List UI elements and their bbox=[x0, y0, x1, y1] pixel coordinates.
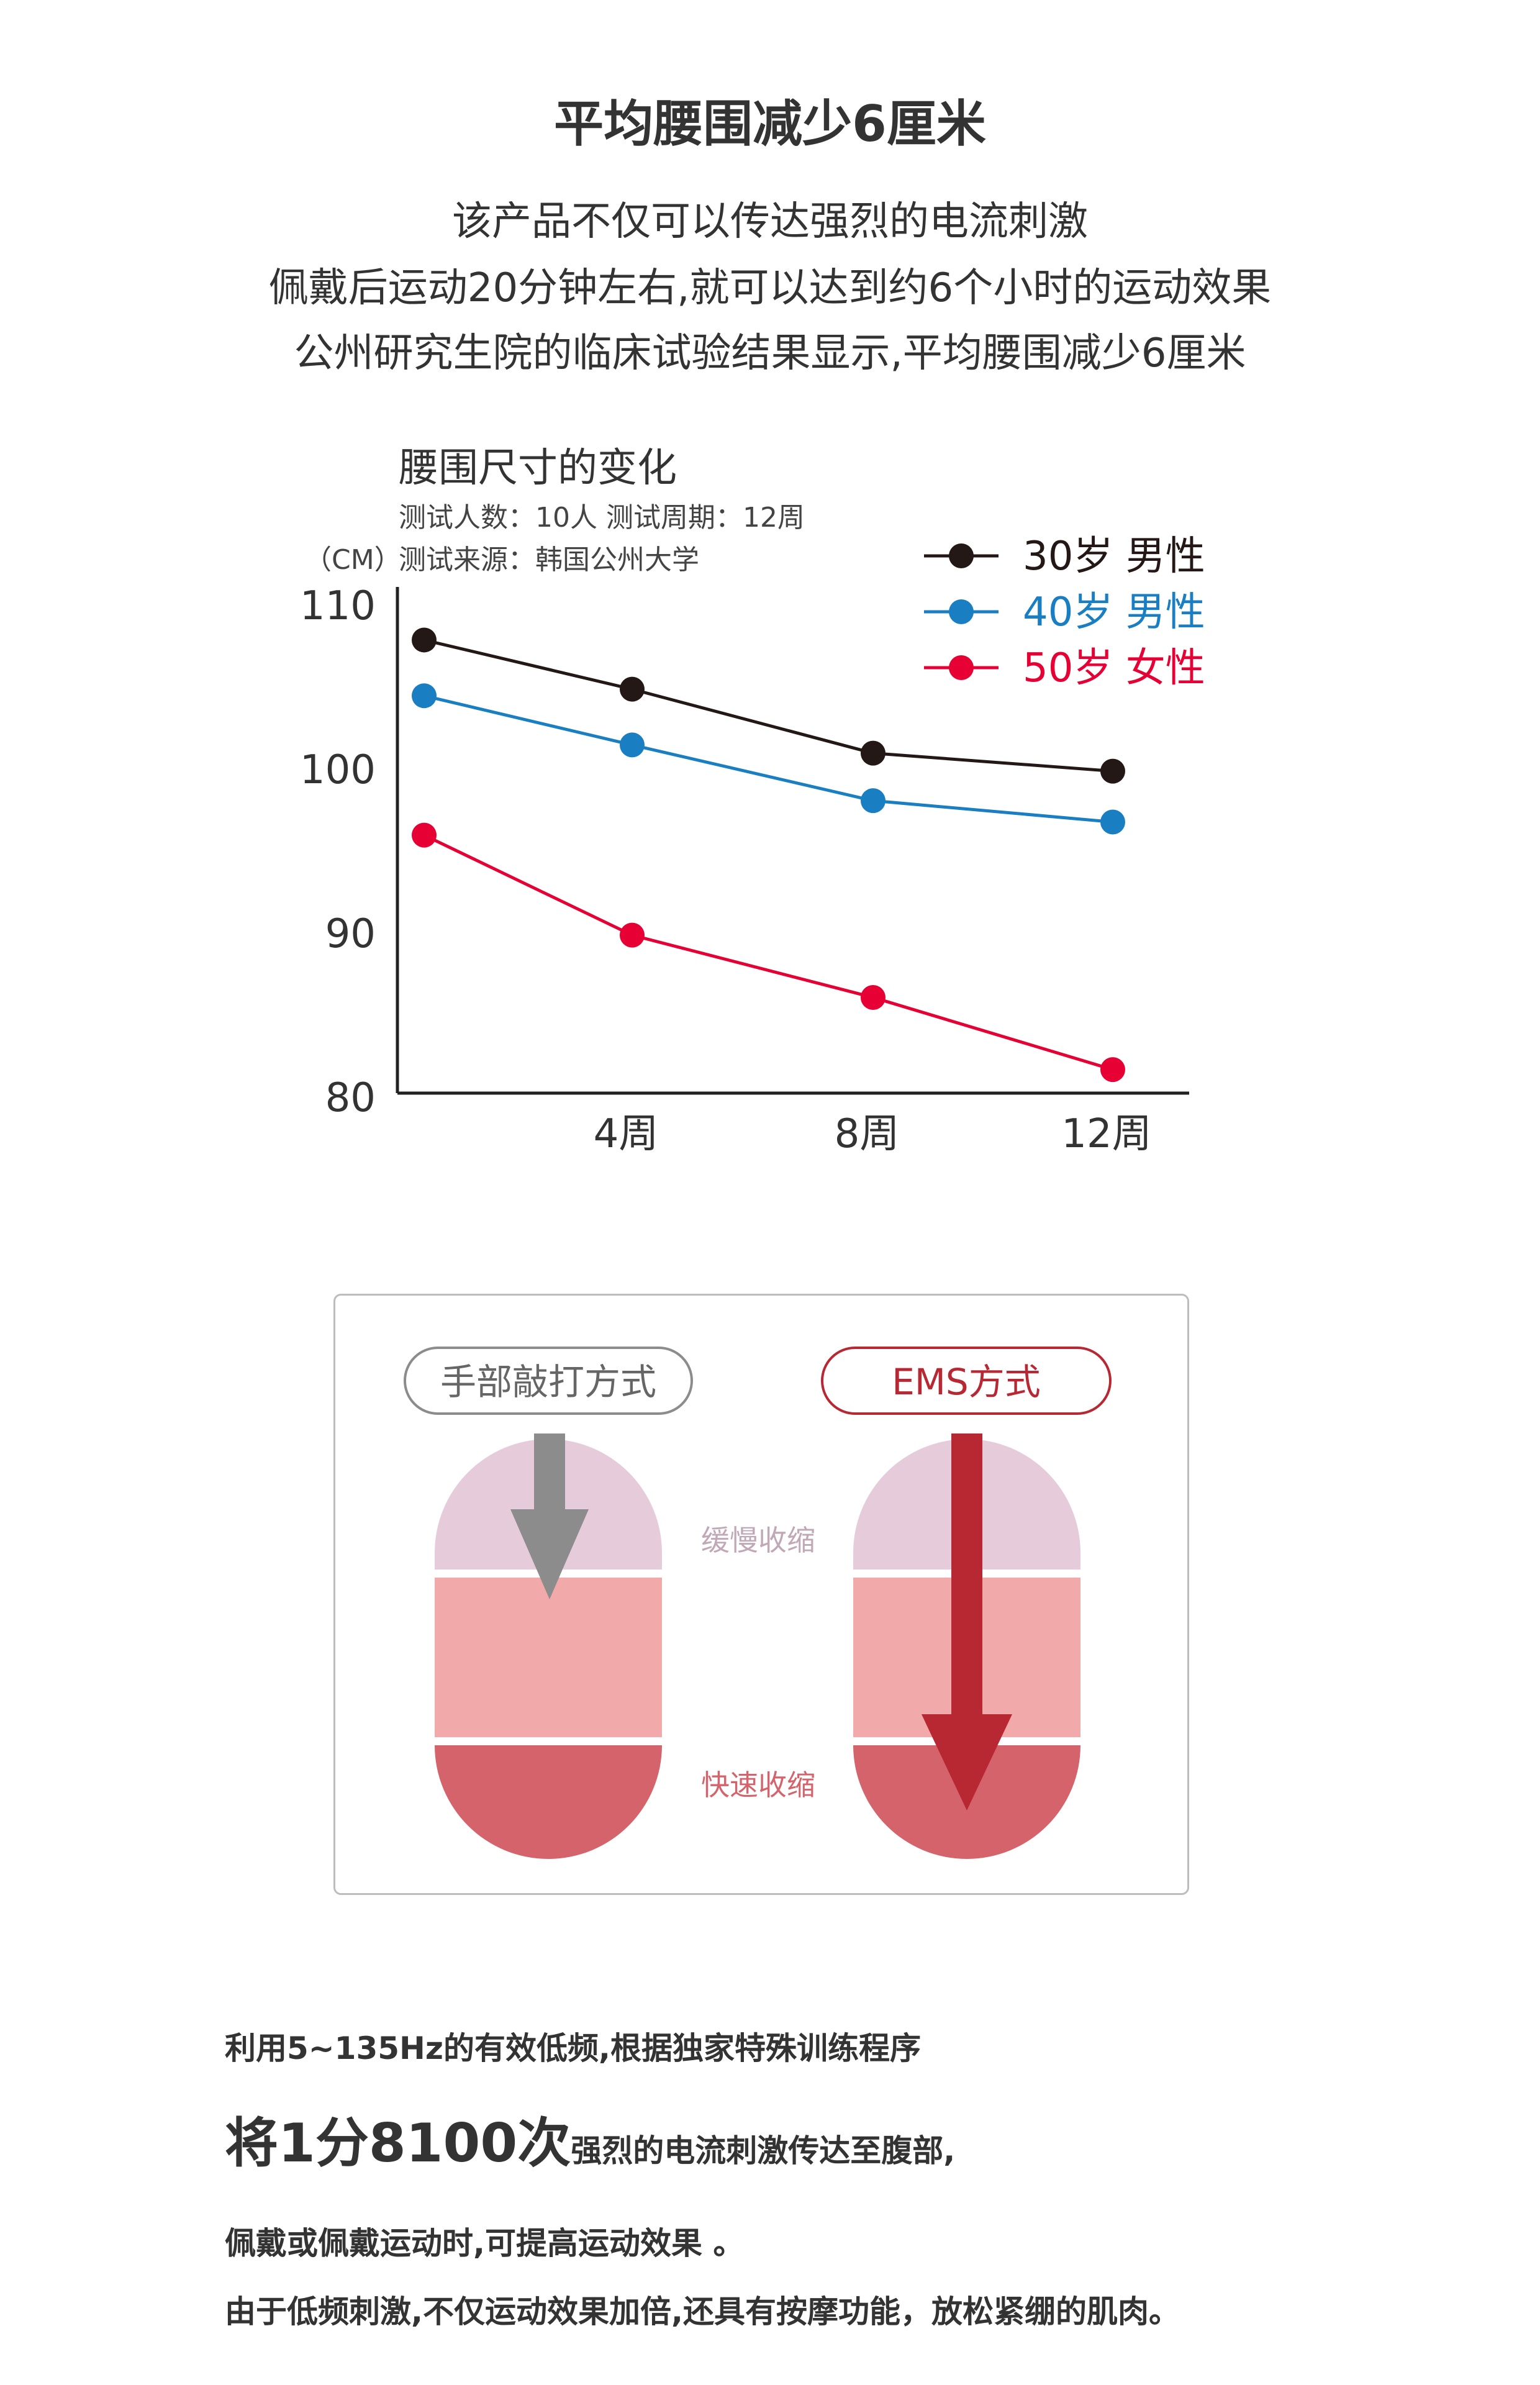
data-point bbox=[1100, 758, 1125, 784]
feature-copy-line: 佩戴或佩戴运动时,可提高运动效果 。 bbox=[225, 2225, 745, 2261]
legend-marker bbox=[949, 655, 974, 680]
comparison-panel bbox=[333, 1294, 1189, 1895]
feature-copy-line: 将1分8100次强烈的电流刺激传达至腹部, bbox=[225, 2099, 955, 2177]
series-line bbox=[423, 834, 1113, 1071]
data-point bbox=[412, 683, 437, 709]
tapping-method-label: 手部敲打方式 bbox=[440, 1361, 656, 1403]
fast-contraction-label: 快速收缩 bbox=[701, 1768, 815, 1802]
waist-chart: 腰围尺寸的变化 测试人数：10人 测试周期：12周 （CM） 测试来源：韩国公州… bbox=[300, 445, 1205, 1157]
tapping-method-badge bbox=[404, 1347, 693, 1415]
data-point bbox=[620, 922, 645, 948]
data-point bbox=[861, 984, 886, 1010]
intro-line: 该产品不仅可以传达强烈的电流刺激 bbox=[452, 199, 1088, 245]
contraction-diagram: 手部敲打方式 EMS方式 缓慢收缩 快速收缩 bbox=[404, 1347, 1112, 1859]
series-line bbox=[424, 694, 1113, 824]
y-tick-label: 110 bbox=[300, 583, 376, 629]
x-tick-label: 4周 bbox=[594, 1111, 659, 1157]
data-point bbox=[412, 822, 437, 848]
red-down-arrow-icon bbox=[922, 1433, 1012, 1810]
legend-marker bbox=[949, 543, 974, 568]
x-tick-label: 12周 bbox=[1061, 1111, 1151, 1157]
slow-contraction-label: 缓慢收缩 bbox=[701, 1524, 815, 1557]
data-point bbox=[1100, 809, 1125, 835]
chart-title: 腰围尺寸的变化 bbox=[399, 445, 677, 491]
intro-line: 佩戴后运动20分钟左右,就可以达到约6个小时的运动效果 bbox=[268, 265, 1272, 311]
frequency-highlight: 将1分8100次 bbox=[225, 2112, 571, 2174]
legend-label: 50岁 女性 bbox=[1023, 645, 1205, 691]
data-point bbox=[412, 627, 437, 653]
y-tick-label: 100 bbox=[300, 747, 376, 793]
chart-note-source: 测试来源：韩国公州大学 bbox=[399, 544, 699, 576]
chart-note-participants: 测试人数：10人 测试周期：12周 bbox=[399, 502, 805, 534]
y-axis-unit: （CM） bbox=[304, 544, 402, 576]
data-point bbox=[620, 676, 645, 702]
data-point bbox=[861, 740, 886, 766]
tapping-muscle-illustration bbox=[435, 1433, 662, 1859]
legend-label: 40岁 男性 bbox=[1023, 589, 1205, 635]
data-point bbox=[1100, 1057, 1125, 1083]
series-line bbox=[424, 638, 1113, 773]
gray-down-arrow-icon bbox=[510, 1433, 589, 1599]
feature-copy-line: 由于低频刺激,不仅运动效果加倍,还具有按摩功能，放松紧绷的肌肉。 bbox=[225, 2294, 1180, 2330]
legend-marker bbox=[949, 599, 974, 624]
ems-method-badge bbox=[821, 1347, 1112, 1415]
muscle-segment-bottom bbox=[435, 1745, 662, 1859]
muscle-segment-middle bbox=[435, 1578, 662, 1737]
intro-line: 公州研究生院的临床试验结果显示,平均腰围减少6厘米 bbox=[294, 330, 1246, 376]
ems-muscle-illustration bbox=[853, 1433, 1080, 1859]
ems-method-label: EMS方式 bbox=[892, 1361, 1041, 1403]
y-tick-label: 90 bbox=[325, 911, 376, 957]
data-point bbox=[861, 788, 886, 814]
feature-copy-rest: 强烈的电流刺激传达至腹部, bbox=[571, 2133, 956, 2169]
y-tick-label: 80 bbox=[325, 1075, 376, 1121]
legend-label: 30岁 男性 bbox=[1023, 534, 1205, 579]
page-heading: 平均腰围减少6厘米 bbox=[554, 95, 986, 153]
x-tick-label: 8周 bbox=[835, 1111, 900, 1157]
feature-copy-line: 利用5~135Hz的有效低频,根据独家特殊训练程序 bbox=[225, 2030, 921, 2066]
data-point bbox=[620, 732, 645, 758]
